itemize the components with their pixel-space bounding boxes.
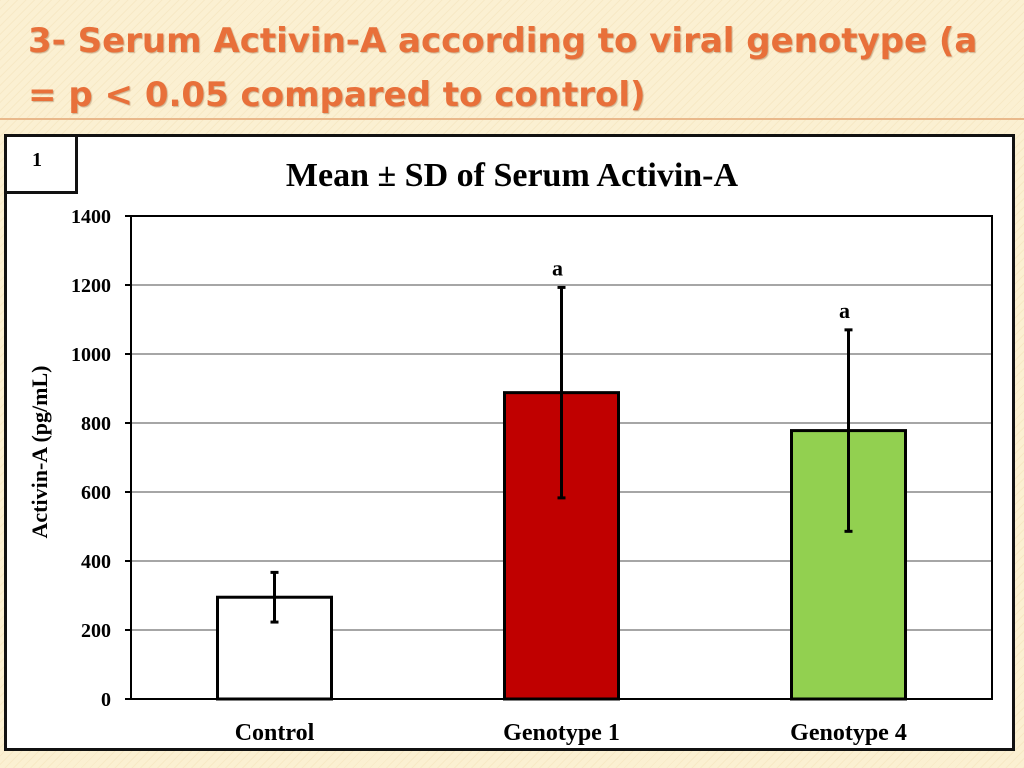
y-tick-label: 200 <box>81 620 111 642</box>
y-tick-label: 600 <box>81 482 111 504</box>
chart-title: Mean ± SD of Serum Activin-A <box>286 157 739 194</box>
y-tick-label: 1400 <box>71 206 111 228</box>
y-axis-label: Activin-A (pg/mL) <box>27 366 52 539</box>
significance-label: a <box>839 298 850 323</box>
x-category-label: Genotype 1 <box>503 720 620 746</box>
chart-number: 1 <box>32 149 42 171</box>
chart-number-badge: 1 <box>4 134 78 194</box>
y-tick-label: 400 <box>81 551 111 573</box>
x-category-label: Genotype 4 <box>790 720 907 746</box>
y-tick-label: 1000 <box>71 344 111 366</box>
slide-title: 3- Serum Activin-A according to viral ge… <box>28 21 978 115</box>
y-tick-label: 800 <box>81 413 111 435</box>
significance-label: a <box>552 255 563 280</box>
x-category-label: Control <box>235 720 315 746</box>
plot-area: 0 200 400 600 800 1000 1200 1400 Control a Genotyp… <box>71 206 993 746</box>
title-divider <box>0 118 1024 120</box>
y-tick-label: 1200 <box>71 275 111 297</box>
y-tick-label: 0 <box>101 689 111 711</box>
